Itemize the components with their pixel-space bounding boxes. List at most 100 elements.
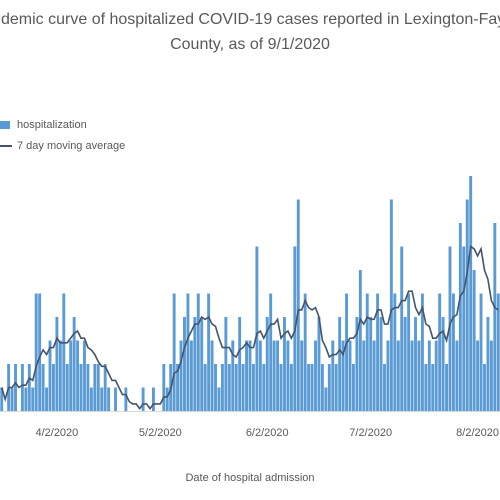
x-tick-label: 5/2/2020 bbox=[139, 427, 182, 439]
bar bbox=[462, 246, 466, 411]
bar bbox=[234, 364, 238, 411]
bar bbox=[72, 317, 76, 411]
chart-title: County, as of 9/1/2020 bbox=[170, 36, 330, 53]
bar bbox=[238, 317, 242, 411]
bar bbox=[55, 317, 59, 411]
bar bbox=[69, 340, 73, 411]
bar bbox=[372, 340, 376, 411]
bar bbox=[452, 293, 455, 411]
legend-label: hospitalization bbox=[17, 119, 87, 131]
bar bbox=[386, 340, 390, 411]
bar bbox=[141, 387, 145, 411]
moving-average-line bbox=[0, 245, 499, 411]
bar bbox=[93, 364, 97, 411]
x-axis-title: Date of hospital admission bbox=[185, 472, 314, 484]
bar bbox=[114, 387, 117, 411]
bar bbox=[0, 387, 4, 411]
bar bbox=[465, 199, 469, 411]
bar bbox=[220, 364, 224, 411]
bar bbox=[396, 340, 400, 411]
bar bbox=[27, 364, 31, 411]
bar bbox=[341, 340, 345, 411]
bar bbox=[331, 340, 335, 411]
bar bbox=[48, 340, 52, 411]
bar bbox=[479, 293, 483, 411]
bar bbox=[376, 293, 380, 411]
bar bbox=[355, 317, 359, 411]
bar bbox=[172, 293, 176, 411]
bar bbox=[289, 364, 293, 411]
bar bbox=[207, 293, 211, 411]
bar bbox=[265, 317, 269, 411]
bar bbox=[176, 364, 180, 411]
bar bbox=[317, 317, 321, 411]
bar bbox=[89, 387, 93, 411]
x-tick-label: 8/2/2020 bbox=[456, 427, 499, 439]
bar bbox=[407, 293, 411, 411]
bar bbox=[58, 340, 62, 411]
bar bbox=[107, 387, 111, 411]
bar bbox=[255, 246, 259, 411]
bar bbox=[45, 387, 48, 411]
bar bbox=[358, 270, 362, 411]
bar bbox=[241, 364, 245, 411]
bar bbox=[438, 293, 442, 411]
bar bbox=[162, 364, 166, 411]
bar bbox=[296, 199, 300, 411]
bar bbox=[83, 340, 86, 411]
bar bbox=[352, 364, 355, 411]
bar bbox=[262, 364, 266, 411]
x-tick-label: 6/2/2020 bbox=[246, 427, 289, 439]
bar bbox=[310, 364, 314, 411]
bar bbox=[100, 387, 104, 411]
bar bbox=[324, 387, 328, 411]
bar bbox=[252, 364, 255, 411]
bar bbox=[76, 340, 80, 411]
bar bbox=[410, 340, 414, 411]
bar bbox=[496, 293, 500, 411]
bar bbox=[320, 364, 324, 411]
bar bbox=[210, 340, 214, 411]
bar bbox=[455, 340, 459, 411]
bar bbox=[345, 293, 348, 411]
bar bbox=[362, 340, 366, 411]
bar bbox=[476, 340, 480, 411]
bar bbox=[203, 364, 207, 411]
bar bbox=[283, 317, 286, 411]
bar bbox=[403, 317, 407, 411]
bar bbox=[493, 223, 497, 411]
bar bbox=[186, 293, 190, 411]
bar bbox=[483, 364, 486, 411]
bar bbox=[303, 293, 307, 411]
bar bbox=[152, 387, 155, 411]
bar bbox=[327, 364, 331, 411]
bar bbox=[41, 364, 45, 411]
bar bbox=[400, 246, 404, 411]
legend-label: 7 day moving average bbox=[17, 140, 125, 152]
bar bbox=[124, 387, 128, 411]
bar bbox=[434, 340, 438, 411]
bar bbox=[14, 364, 17, 411]
bar bbox=[96, 364, 100, 411]
bar bbox=[445, 364, 448, 411]
bar bbox=[269, 293, 273, 411]
bar bbox=[245, 340, 248, 411]
bar bbox=[489, 340, 493, 411]
bar bbox=[38, 293, 42, 411]
bar bbox=[248, 340, 252, 411]
bar bbox=[20, 364, 24, 411]
x-tick-label: 7/2/2020 bbox=[349, 427, 392, 439]
bar bbox=[193, 317, 197, 411]
x-tick-label: 4/2/2020 bbox=[35, 427, 78, 439]
bar bbox=[379, 317, 383, 411]
bar bbox=[272, 340, 276, 411]
bar bbox=[427, 340, 431, 411]
bar bbox=[65, 364, 69, 411]
bar bbox=[10, 387, 14, 411]
bar bbox=[276, 340, 280, 411]
chart-title: demic curve of hospitalized COVID-19 cas… bbox=[1, 11, 500, 28]
bar bbox=[420, 293, 424, 411]
bar bbox=[227, 364, 231, 411]
bar bbox=[165, 387, 169, 411]
